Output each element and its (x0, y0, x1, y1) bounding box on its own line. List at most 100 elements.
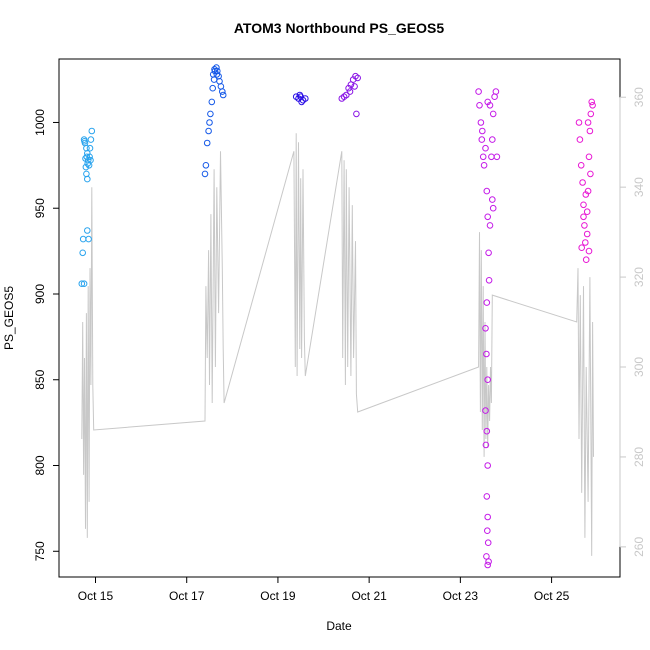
data-point (343, 91, 350, 99)
y-tick-label: 750 (33, 541, 47, 561)
data-point (484, 527, 491, 535)
data-point (579, 179, 586, 186)
chart-title: ATOM3 Northbound PS_GEOS5 (234, 20, 444, 36)
data-point (585, 153, 593, 161)
data-point (484, 376, 492, 384)
data-point (86, 153, 93, 161)
data-point (80, 280, 88, 288)
data-point (207, 110, 214, 118)
data-point (87, 136, 95, 143)
y-tick-label: 800 (33, 455, 47, 475)
data-point (203, 139, 211, 147)
x-axis: Oct 15 Oct 17 Oct 19 Oct 21 Oct 23 Oct 25 (78, 576, 570, 603)
data-point (489, 204, 497, 212)
data-point (87, 156, 94, 164)
data-point (484, 513, 492, 521)
data-point (83, 170, 90, 178)
data-point (83, 153, 91, 161)
y-tick-label: 1000 (33, 109, 47, 136)
data-point (81, 138, 88, 145)
data-point (205, 127, 212, 135)
data-point (493, 153, 501, 161)
data-point (485, 249, 492, 257)
data-point (576, 136, 584, 143)
data-point (351, 83, 358, 90)
data-point (489, 196, 496, 203)
data-point (202, 162, 210, 169)
data-point (79, 235, 87, 243)
data-point (482, 441, 490, 449)
data-point (485, 558, 492, 565)
data-point (86, 144, 94, 152)
data-point (483, 299, 491, 306)
data-point (78, 280, 86, 288)
data-point (582, 239, 589, 246)
data-point (588, 98, 596, 106)
y2-tick-label: 260 (632, 537, 646, 557)
data-point (589, 102, 596, 109)
data-point (482, 144, 489, 152)
data-point (478, 136, 486, 143)
data-point (580, 213, 587, 221)
y2-tick-label: 320 (632, 267, 646, 287)
data-point (483, 427, 491, 435)
data-point (489, 136, 496, 143)
data-point (346, 88, 354, 95)
data-point (486, 222, 494, 229)
series-line (81, 133, 594, 556)
data-point (219, 91, 227, 99)
x-tick-label: Oct 15 (78, 589, 114, 603)
data-point (578, 244, 586, 251)
data-point (302, 95, 309, 102)
data-point (484, 561, 492, 569)
y-tick-label: 950 (33, 198, 47, 218)
data-point (354, 74, 362, 82)
data-point (206, 119, 213, 126)
data-point (208, 98, 216, 106)
data-point (586, 127, 594, 135)
secondary-y-axis: 260 280 300 320 340 360 (619, 87, 646, 557)
data-point (479, 127, 486, 135)
data-point (483, 350, 490, 358)
data-point (482, 325, 489, 332)
data-point (482, 407, 489, 414)
data-point (88, 127, 96, 135)
x-tick-label: Oct 19 (260, 589, 296, 603)
data-point (489, 110, 497, 118)
data-point (583, 230, 591, 238)
data-point (480, 162, 488, 169)
data-point (485, 277, 493, 284)
data-point (209, 84, 216, 92)
data-point (479, 153, 487, 161)
data-point (84, 227, 91, 234)
data-point (475, 88, 482, 95)
data-point (484, 462, 492, 469)
data-layer (78, 64, 596, 569)
y-tick-label: 850 (33, 369, 47, 389)
data-point (219, 88, 226, 95)
data-point (585, 247, 593, 255)
data-point (296, 91, 304, 99)
y-axis-label: PS_GEOS5 (2, 286, 16, 350)
x-tick-label: Oct 23 (443, 589, 479, 603)
data-point (483, 493, 491, 500)
data-point (483, 187, 491, 195)
data-point (581, 222, 588, 229)
data-point (353, 110, 360, 118)
y-axis: 750 800 850 900 950 1000 (33, 109, 60, 561)
x-tick-label: Oct 25 (534, 589, 570, 603)
plot-frame (58, 58, 621, 578)
y2-tick-label: 340 (632, 177, 646, 197)
data-point (587, 110, 595, 118)
data-point (477, 119, 485, 126)
data-point (213, 64, 220, 71)
data-point (583, 208, 591, 215)
data-point (587, 170, 594, 178)
data-point (484, 98, 492, 106)
data-point (582, 191, 590, 198)
y-tick-label: 900 (33, 284, 47, 304)
x-tick-label: Oct 17 (169, 589, 205, 603)
data-point (484, 539, 492, 547)
data-point (575, 119, 583, 126)
